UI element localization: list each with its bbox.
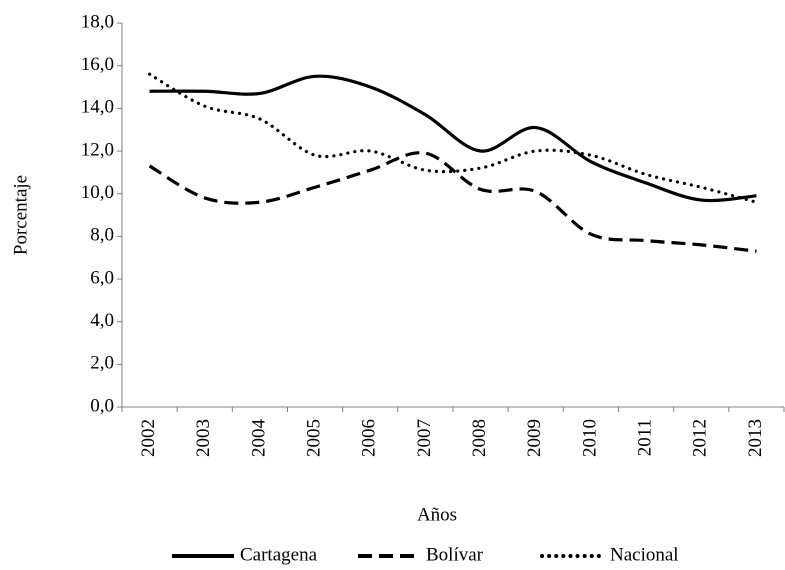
x-tick-label: 2002: [138, 419, 159, 457]
y-tick-label: 16,0: [81, 54, 114, 75]
line-series: [147, 72, 759, 204]
x-tick-label: 2010: [579, 419, 600, 457]
legend-label: Cartagena: [240, 544, 318, 565]
x-tick-label: 2011: [634, 419, 655, 456]
y-tick-label: 6,0: [90, 267, 114, 288]
y-tick-label: 0,0: [90, 395, 114, 416]
y-tick-label: 12,0: [81, 139, 114, 160]
y-tick-label: 18,0: [81, 11, 114, 32]
x-tick-label: 2003: [193, 419, 214, 457]
line-series: [149, 74, 757, 203]
y-tick-label: 8,0: [90, 225, 114, 246]
x-tick-label: 2004: [248, 419, 269, 458]
x-tick-label: 2008: [469, 419, 490, 457]
x-tick-label: 2009: [524, 419, 545, 457]
line-series: [148, 151, 757, 253]
y-axis-title: Porcentaje: [10, 175, 31, 255]
x-tick-label: 2005: [303, 419, 324, 457]
y-tick-label: 14,0: [81, 97, 114, 118]
y-tick-label: 2,0: [90, 353, 114, 374]
y-tick-label: 10,0: [81, 182, 114, 203]
legend-label: Nacional: [610, 544, 679, 565]
legend-label: Bolívar: [426, 544, 484, 565]
x-tick-label: 2007: [414, 419, 435, 457]
x-axis-title: Años: [417, 504, 457, 525]
x-tick-label: 2013: [745, 419, 766, 457]
x-tick-label: 2012: [690, 419, 711, 457]
y-tick-label: 4,0: [90, 310, 114, 331]
x-tick-label: 2006: [359, 419, 380, 457]
